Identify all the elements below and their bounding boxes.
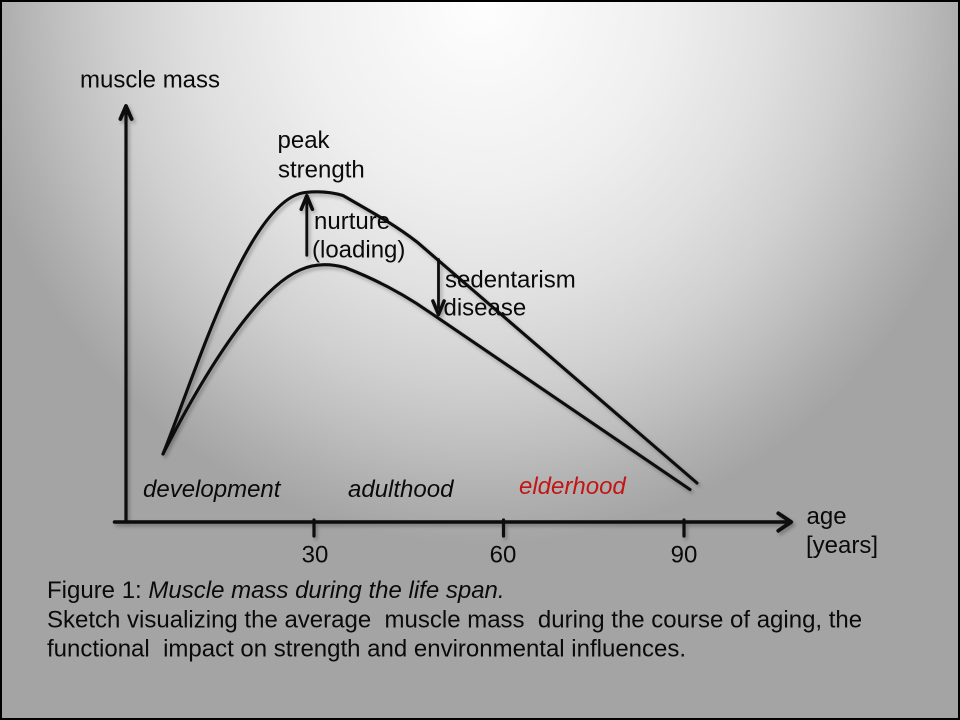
svg-text:age: age: [807, 503, 847, 530]
svg-text:[years]: [years]: [806, 532, 878, 559]
svg-text:90: 90: [671, 542, 698, 569]
svg-text:Sketch visualizing the average: Sketch visualizing the average muscle ma…: [47, 606, 862, 633]
svg-text:muscle mass: muscle mass: [80, 67, 220, 94]
svg-text:elderhood: elderhood: [519, 473, 626, 500]
svg-text:peak: peak: [278, 127, 331, 154]
svg-text:strength: strength: [278, 157, 365, 184]
svg-text:disease: disease: [444, 295, 527, 322]
svg-text:Figure 1: Muscle mass during t: Figure 1: Muscle mass during the life sp…: [47, 577, 505, 604]
svg-text:60: 60: [490, 542, 517, 569]
svg-text:functional impact on strength: functional impact on strength and enviro…: [47, 636, 686, 663]
svg-text:nurture: nurture: [314, 208, 390, 235]
svg-text:development: development: [143, 476, 282, 503]
svg-text:sedentarism: sedentarism: [445, 267, 576, 294]
svg-text:adulthood: adulthood: [348, 476, 454, 503]
svg-text:30: 30: [302, 542, 329, 569]
svg-text:(loading): (loading): [312, 236, 405, 263]
